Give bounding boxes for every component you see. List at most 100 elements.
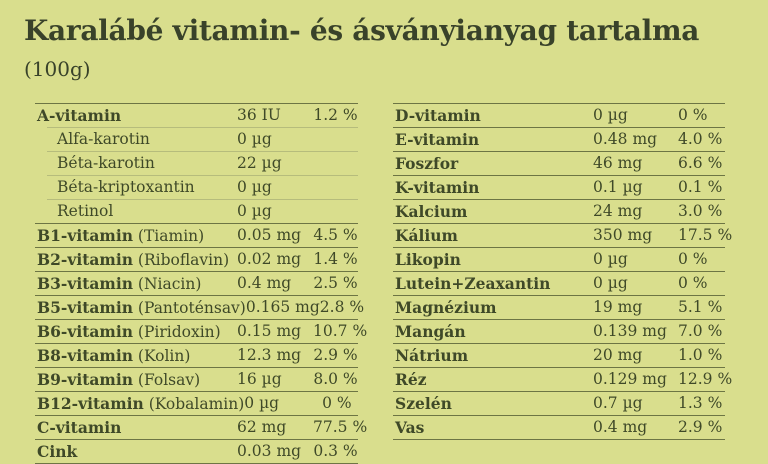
- nutrient-name: B2-vitamin (Riboflavin): [37, 249, 230, 269]
- nutrient-amount: 350 mg: [593, 226, 653, 244]
- nutrient-amount: 0.129 mg: [593, 370, 667, 388]
- table-row: B8-vitamin (Kolin) 12.3 mg 2.9 %: [35, 343, 358, 367]
- table-row: Kalcium 24 mg 3.0 %: [393, 199, 725, 223]
- nutrient-amount: 19 mg: [593, 298, 643, 316]
- nutrient-name: Likopin: [395, 249, 461, 269]
- table-row: Vas 0.4 mg 2.9 %: [393, 415, 725, 439]
- nutrient-amount: 0.1 µg: [593, 178, 643, 196]
- nutrient-daily-percent: 2.9 %: [678, 418, 723, 436]
- nutrient-daily-percent: 0.3 %: [313, 442, 358, 460]
- nutrient-daily-percent: 17.5 %: [678, 226, 733, 244]
- nutrient-amount: 0.02 mg: [237, 250, 302, 268]
- table-row: D-vitamin 0 µg 0 %: [393, 103, 725, 127]
- nutrient-amount: 0.139 mg: [593, 322, 667, 340]
- nutrient-amount: 0.15 mg: [237, 322, 302, 340]
- nutrient-name: B8-vitamin (Kolin): [37, 345, 191, 365]
- nutrient-name: Retinol: [57, 202, 114, 220]
- nutrient-daily-percent: 2.9 %: [313, 346, 358, 364]
- page-title-serving-size: (100g): [24, 57, 91, 81]
- table-row: Réz 0.129 mg 12.9 %: [393, 367, 733, 391]
- nutrient-daily-percent: 8.0 %: [313, 370, 358, 388]
- nutrient-amount: 0 µg: [237, 130, 272, 148]
- nutrient-daily-percent: 4.5 %: [313, 226, 358, 244]
- table-row: Magnézium 19 mg 5.1 %: [393, 295, 725, 319]
- nutrient-amount: 0 µg: [237, 202, 272, 220]
- nutrient-amount: 0.03 mg: [237, 442, 302, 460]
- nutrient-amount: 36 IU: [237, 106, 281, 124]
- table-row: Retinol 0 µg: [35, 199, 358, 223]
- nutrient-amount: 0.48 mg: [593, 130, 658, 148]
- nutrient-daily-percent: 1.0 %: [678, 346, 723, 364]
- nutrient-amount: 0.05 mg: [237, 226, 302, 244]
- nutrient-daily-percent: 12.9 %: [678, 370, 733, 388]
- nutrient-amount: 22 µg: [237, 154, 282, 172]
- table-row: Lutein+Zeaxantin 0 µg 0 %: [393, 271, 725, 295]
- nutrient-name: Réz: [395, 369, 427, 389]
- nutrient-name: K-vitamin: [395, 177, 480, 197]
- nutrient-amount: 0.7 µg: [593, 394, 643, 412]
- nutrient-daily-percent: 0.1 %: [678, 178, 723, 196]
- table-row: B2-vitamin (Riboflavin) 0.02 mg 1.4 %: [35, 247, 358, 271]
- nutrient-daily-percent: 1.2 %: [313, 106, 358, 124]
- table-row: B3-vitamin (Niacin) 0.4 mg 2.5 %: [35, 271, 358, 295]
- table-row: K-vitamin 0.1 µg 0.1 %: [393, 175, 725, 199]
- nutrient-amount: 20 mg: [593, 346, 643, 364]
- nutrient-amount: 12.3 mg: [237, 346, 302, 364]
- nutrient-amount: 0 µg: [593, 250, 628, 268]
- nutrient-name: Kálium: [395, 225, 458, 245]
- nutrient-name: B1-vitamin (Tiamin): [37, 225, 205, 245]
- table-row: A-vitamin 36 IU 1.2 %: [35, 103, 358, 127]
- nutrient-daily-percent: 0 %: [678, 106, 708, 124]
- nutrient-amount: 0.4 mg: [593, 418, 648, 436]
- table-row: Foszfor 46 mg 6.6 %: [393, 151, 725, 175]
- nutrient-amount: 0.165 mg: [245, 298, 320, 316]
- table-row: Likopin 0 µg 0 %: [393, 247, 725, 271]
- nutrient-daily-percent: 2.8 %: [319, 298, 365, 316]
- page-title-text: Karalábé vitamin- és ásványianyag tartal…: [24, 14, 700, 47]
- nutrient-name: Alfa-karotin: [57, 130, 150, 148]
- nutrient-name: C-vitamin: [37, 417, 122, 437]
- nutrient-amount: 0 µg: [237, 178, 272, 196]
- nutrient-name: B6-vitamin (Piridoxin): [37, 321, 221, 341]
- table-row: B12-vitamin (Kobalamin) 0 µg 0 %: [35, 391, 358, 415]
- nutrient-name: Béta-kriptoxantin: [57, 178, 195, 196]
- nutrient-name: Béta-karotin: [57, 154, 155, 172]
- nutrient-name: B9-vitamin (Folsav): [37, 369, 201, 389]
- nutrient-name: Lutein+Zeaxantin: [395, 273, 551, 293]
- table-row: C-vitamin 62 mg 77.5 %: [35, 415, 367, 439]
- nutrient-daily-percent: 1.4 %: [313, 250, 358, 268]
- table-row: B5-vitamin (Pantoténsav) 0.165 mg 2.8 %: [35, 295, 364, 319]
- nutrient-daily-percent: 4.0 %: [678, 130, 723, 148]
- table-row: Béta-kriptoxantin 0 µg: [35, 175, 358, 199]
- nutrient-name: Mangán: [395, 321, 466, 341]
- nutrient-daily-percent: 2.5 %: [313, 274, 358, 292]
- nutrient-daily-percent: 0 %: [678, 250, 708, 268]
- nutrition-tables: A-vitamin 36 IU 1.2 % Alfa-karotin 0 µg Béta-…: [35, 103, 768, 464]
- table-row: Alfa-karotin 0 µg: [35, 127, 358, 151]
- nutrient-amount: 46 mg: [593, 154, 643, 172]
- nutrient-amount: 0 µg: [593, 274, 628, 292]
- nutrient-amount: 24 mg: [593, 202, 643, 220]
- nutrient-daily-percent: 10.7 %: [313, 322, 368, 340]
- nutrient-amount: 16 µg: [237, 370, 282, 388]
- table-row: Béta-karotin 22 µg: [35, 151, 358, 175]
- nutrient-name: A-vitamin: [37, 105, 122, 125]
- table-row: B9-vitamin (Folsav) 16 µg 8.0 %: [35, 367, 358, 391]
- nutrient-name: Szelén: [395, 393, 452, 413]
- nutrient-daily-percent: 6.6 %: [678, 154, 723, 172]
- nutrient-name: B12-vitamin (Kobalamin): [37, 393, 245, 413]
- nutrient-amount: 0.4 mg: [237, 274, 292, 292]
- nutrient-name: Kalcium: [395, 201, 468, 221]
- nutrient-daily-percent: 3.0 %: [678, 202, 723, 220]
- nutrient-amount: 0 µg: [593, 106, 628, 124]
- nutrient-name: B3-vitamin (Niacin): [37, 273, 202, 293]
- nutrient-amount: 62 mg: [237, 418, 287, 436]
- nutrient-daily-percent: 7.0 %: [678, 322, 723, 340]
- table-row: Szelén 0.7 µg 1.3 %: [393, 391, 725, 415]
- nutrient-name: D-vitamin: [395, 105, 481, 125]
- table-row: Mangán 0.139 mg 7.0 %: [393, 319, 725, 343]
- nutrient-amount: 0 µg: [244, 394, 280, 412]
- table-row: Cink 0.03 mg 0.3 %: [35, 439, 358, 463]
- table-row: B6-vitamin (Piridoxin) 0.15 mg 10.7 %: [35, 319, 368, 343]
